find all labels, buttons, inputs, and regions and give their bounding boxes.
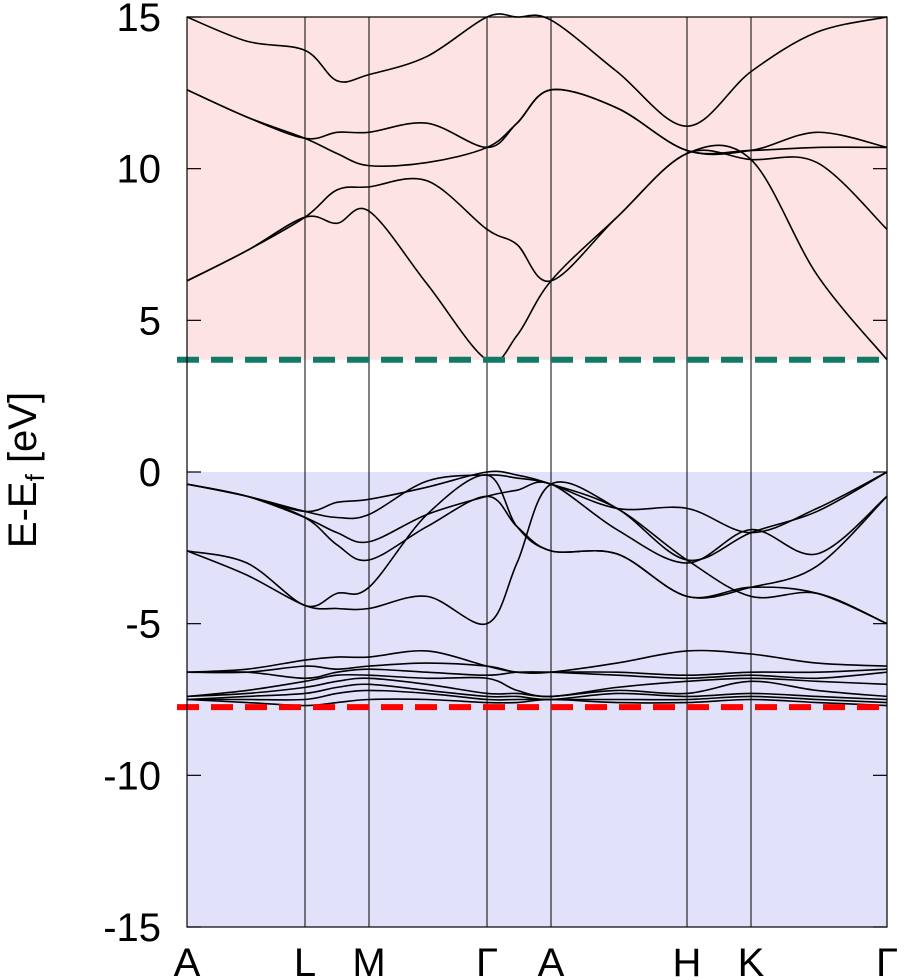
x-tick-label: Γ bbox=[476, 941, 498, 980]
band-line-18 bbox=[187, 689, 888, 704]
y-tick-label: 15 bbox=[117, 0, 162, 40]
y-axis-label-main: E-E bbox=[1, 481, 45, 548]
x-tick-label: A bbox=[538, 941, 565, 980]
band-line-14 bbox=[186, 668, 888, 680]
x-tick-label: A bbox=[174, 941, 201, 980]
band-line-16 bbox=[186, 677, 888, 698]
y-axis-ticks: -15 -10 -5 0 5 10 15 bbox=[103, 0, 887, 950]
y-axis-label-unit: [eV] bbox=[1, 392, 45, 474]
band-line-19 bbox=[186, 698, 888, 707]
x-tick-label: K bbox=[738, 941, 765, 980]
energy-regions bbox=[187, 17, 887, 927]
y-tick-label: 5 bbox=[139, 299, 161, 343]
reference-lines bbox=[177, 356, 887, 711]
y-tick-label: 10 bbox=[117, 148, 162, 192]
y-tick-label: -10 bbox=[103, 754, 161, 798]
y-axis-label: E-Ef [eV] bbox=[1, 392, 50, 548]
x-tick-label: H bbox=[673, 941, 702, 980]
y-axis-label-subscript: f bbox=[20, 473, 50, 481]
region-conduction bbox=[187, 17, 887, 360]
band-line-7 bbox=[186, 471, 888, 562]
band-line-11 bbox=[186, 481, 888, 626]
x-tick-label: L bbox=[294, 941, 316, 980]
band-line-8 bbox=[186, 481, 888, 564]
y-tick-label: -15 bbox=[103, 906, 161, 950]
band-line-2 bbox=[186, 149, 888, 282]
band-line-1 bbox=[186, 144, 888, 363]
band-line-17 bbox=[186, 683, 888, 701]
band-line-15 bbox=[186, 673, 888, 698]
y-tick-label: -5 bbox=[125, 603, 161, 647]
x-tick-label: Γ bbox=[876, 941, 898, 980]
y-tick-label: 0 bbox=[139, 451, 161, 495]
band-line-13 bbox=[186, 662, 888, 677]
band-line-4 bbox=[186, 88, 888, 156]
band-line-10 bbox=[186, 474, 888, 625]
x-tick-label: M bbox=[352, 941, 385, 980]
